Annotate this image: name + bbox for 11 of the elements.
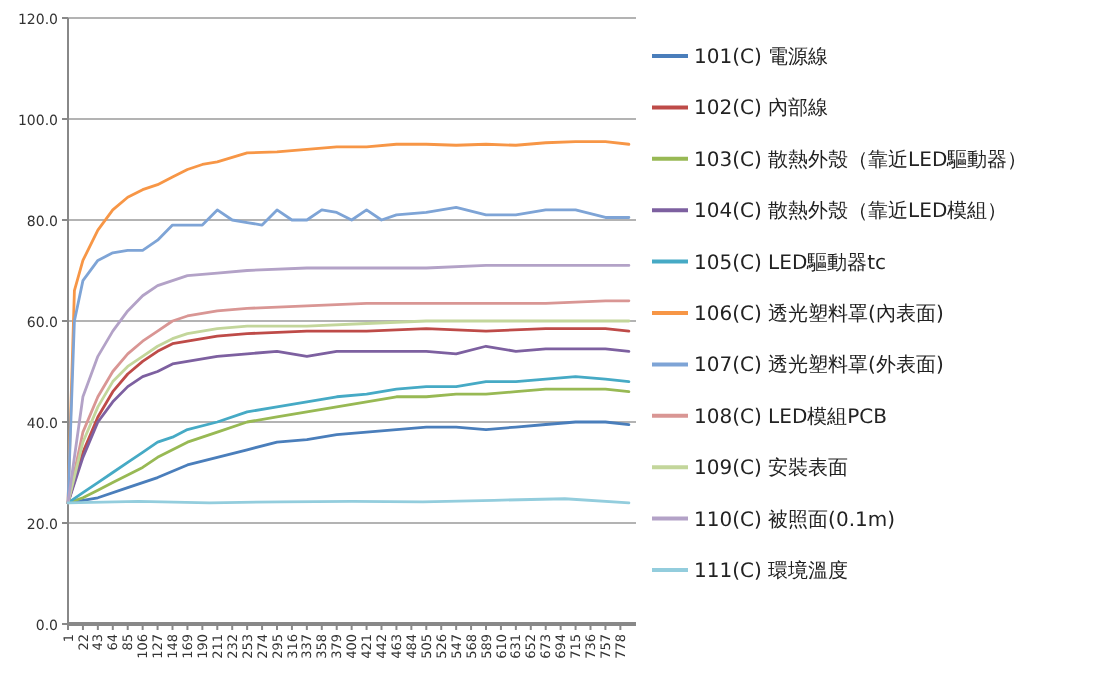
legend-label: 106(C) 透光塑料罩(內表面) xyxy=(694,302,944,326)
legend-label: 108(C) LED模組PCB xyxy=(694,404,888,429)
legend-label: 102(C) 內部線 xyxy=(694,96,829,121)
legend-label: 105(C) LED驅動器tc xyxy=(694,252,887,275)
legend-label: 103(C) 散熱外殼（靠近LED驅動器） xyxy=(694,147,1028,172)
legend-label: 107(C) 透光塑料罩(外表面) xyxy=(694,353,944,378)
legend-label: 109(C) 安裝表面 xyxy=(694,456,849,481)
legend-label: 104(C) 散熱外殼（靠近LED模組） xyxy=(694,199,1008,224)
legend-label: 101(C) 電源線 xyxy=(694,45,829,69)
legend-label: 111(C) 環境溫度 xyxy=(694,559,849,583)
legend-label: 110(C) 被照面(0.1m) xyxy=(694,507,896,532)
